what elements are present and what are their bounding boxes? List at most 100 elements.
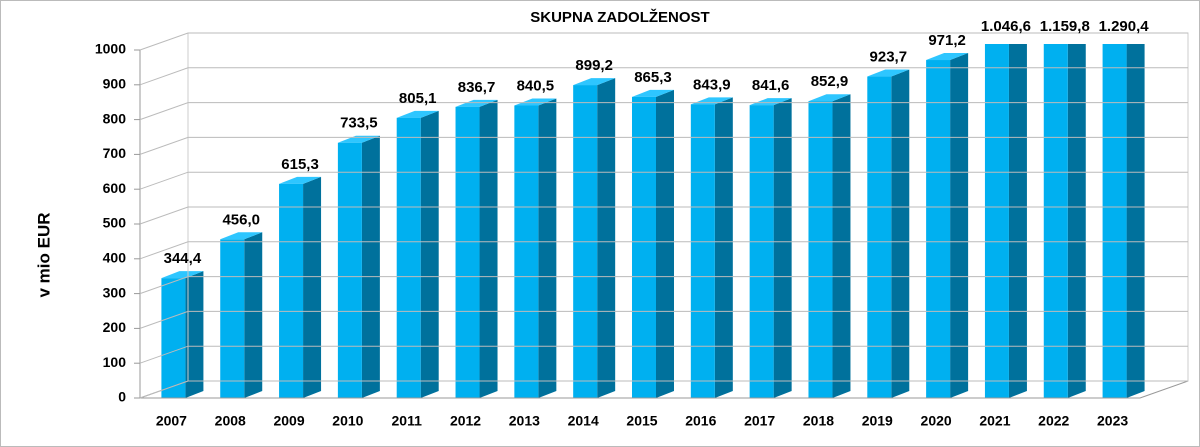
bar-top	[514, 98, 557, 106]
grid-line	[139, 32, 1188, 51]
value-label: 923,7	[870, 49, 908, 66]
bar	[632, 96, 656, 398]
bar	[220, 239, 245, 398]
bar	[984, 44, 1009, 398]
y-tick-label: 0	[118, 389, 126, 405]
bar-top	[161, 271, 204, 279]
bar	[926, 60, 951, 398]
bar-top	[749, 98, 792, 106]
bar-side	[773, 98, 792, 398]
grid-line	[139, 310, 1188, 329]
bar-side	[891, 69, 910, 398]
value-label: 805,1	[399, 90, 437, 107]
y-tick-label: 800	[103, 110, 127, 126]
bar-top	[455, 99, 498, 107]
x-tick-label: 2013	[509, 413, 540, 429]
value-label: 840,5	[517, 77, 555, 94]
bar	[1043, 44, 1068, 399]
value-label: 841,6	[752, 77, 790, 94]
value-label: 843,9	[693, 76, 731, 93]
bar	[808, 101, 833, 399]
x-tick-label: 2023	[1097, 413, 1128, 429]
chart-title: SKUPNA ZADOLŽENOST	[530, 8, 709, 26]
grid-line	[139, 206, 1188, 225]
bar-side	[832, 94, 851, 399]
bar	[514, 105, 539, 399]
value-label: 971,2	[928, 32, 966, 49]
bar	[867, 76, 892, 398]
x-tick-label: 2017	[744, 413, 775, 429]
x-tick-label: 2021	[979, 413, 1010, 429]
bar	[1102, 44, 1127, 399]
y-tick-label: 200	[103, 319, 127, 335]
bar-side	[538, 98, 557, 399]
x-tick-label: 2016	[685, 413, 716, 429]
value-label: 1.290,4	[1099, 18, 1150, 35]
x-tick-label: 2020	[921, 413, 952, 429]
x-tick-label: 2011	[392, 413, 423, 429]
value-label: 456,0	[222, 211, 260, 228]
bar	[161, 278, 186, 398]
x-tick-label: 2015	[626, 413, 657, 429]
bar-top	[396, 110, 439, 118]
value-label: 733,5	[340, 115, 378, 132]
grid-line	[139, 380, 1188, 399]
y-tick-label: 400	[103, 250, 127, 266]
bar-top	[573, 78, 616, 86]
value-label: 836,7	[458, 79, 496, 96]
bar-side	[714, 97, 733, 398]
y-tick-label: 100	[103, 354, 127, 370]
bar-side	[420, 110, 439, 399]
x-tick-label: 2019	[862, 413, 893, 429]
x-tick-label: 2014	[568, 413, 599, 429]
bar-top	[220, 232, 263, 240]
bar-side	[1067, 44, 1086, 398]
x-tick-label: 2010	[332, 413, 363, 429]
bar	[749, 105, 774, 398]
x-tick-label: 2018	[803, 413, 834, 429]
value-label: 865,3	[634, 69, 672, 86]
grid-line	[139, 345, 1188, 364]
bar-top	[279, 176, 322, 184]
bar-side	[656, 89, 674, 398]
bar	[396, 117, 421, 399]
x-tick-label: 2007	[156, 413, 187, 429]
x-tick-label: 2009	[273, 413, 304, 429]
bar	[455, 106, 480, 398]
value-label: 1.046,6	[981, 18, 1031, 35]
y-axis-label: v mio EUR	[34, 212, 53, 297]
bar-side	[479, 99, 498, 398]
value-label: 899,2	[575, 57, 613, 74]
bar-side	[597, 78, 616, 398]
y-tick-label: 300	[103, 284, 127, 300]
y-tick-label: 900	[103, 76, 127, 92]
bar-side	[185, 271, 204, 398]
bar-side	[244, 232, 263, 398]
grid-line	[139, 102, 1188, 121]
y-tick-label: 600	[103, 180, 127, 196]
bar-top	[926, 53, 969, 61]
bar	[279, 183, 304, 398]
grid-line	[139, 276, 1188, 295]
grid-line	[139, 67, 1188, 86]
grid-line	[139, 241, 1188, 260]
y-tick-label: 700	[103, 145, 127, 161]
value-label: 344,4	[164, 250, 202, 267]
x-tick-label: 2012	[450, 413, 481, 429]
bar	[337, 142, 362, 398]
bar-side	[303, 176, 322, 398]
bar-side	[1008, 44, 1027, 398]
value-label: 852,9	[811, 73, 849, 90]
bar-top	[632, 89, 674, 97]
value-label: 615,3	[281, 156, 319, 173]
bar	[690, 104, 715, 398]
y-tick-label: 1000	[95, 41, 126, 57]
y-tick-label: 500	[103, 215, 127, 231]
value-label: 1.159,8	[1040, 18, 1090, 35]
bar-side	[1126, 44, 1145, 398]
bar-top	[867, 69, 910, 77]
bar-top	[808, 94, 851, 102]
x-tick-label: 2022	[1038, 413, 1069, 429]
grid-line	[139, 171, 1188, 190]
